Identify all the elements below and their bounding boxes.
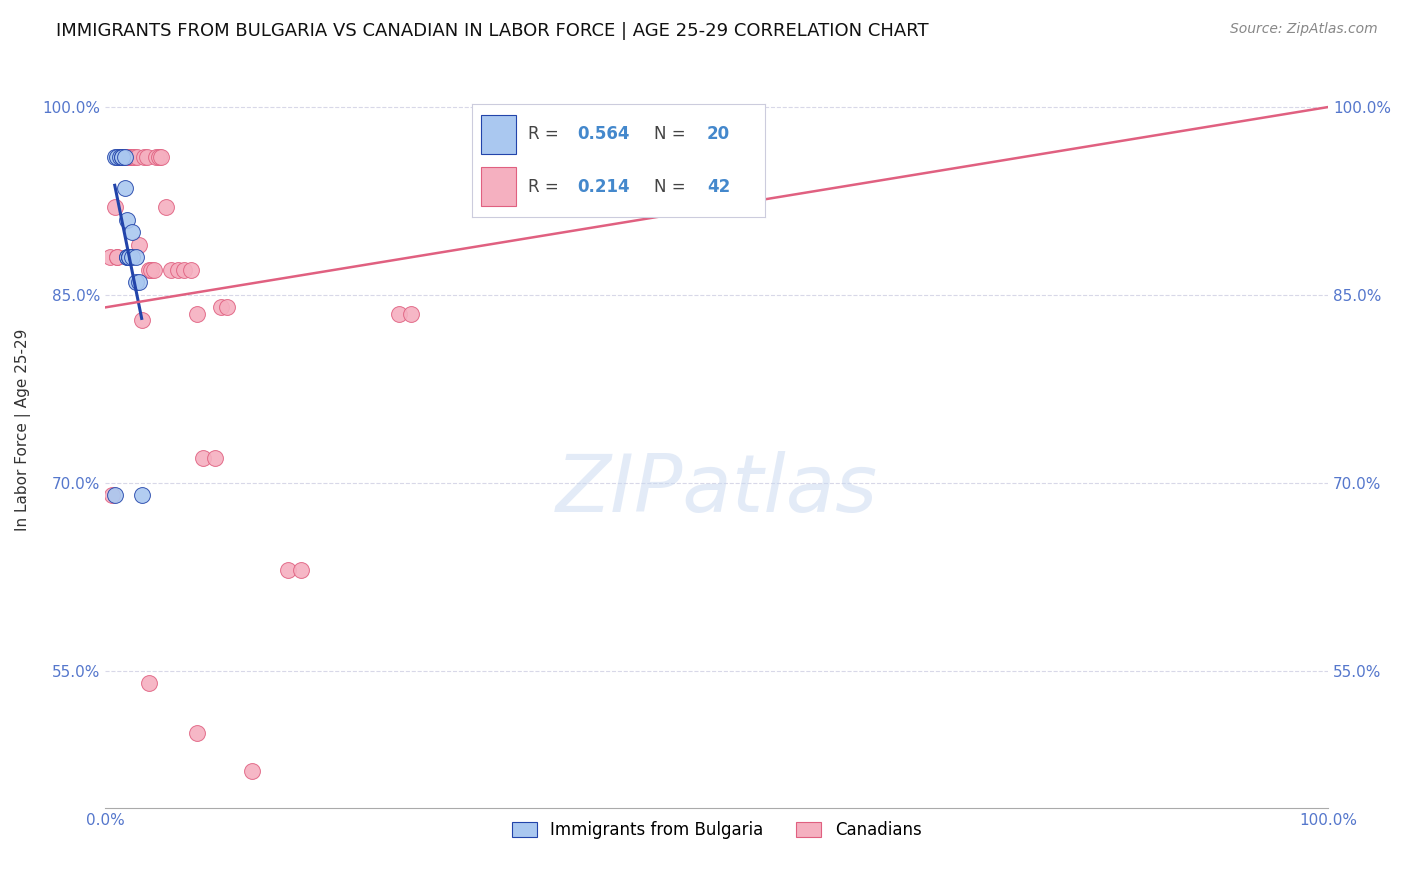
Point — [167, 263, 190, 277]
Point — [186, 307, 208, 321]
Point — [121, 225, 143, 239]
Point — [180, 263, 202, 277]
Point — [160, 263, 183, 277]
Point — [148, 150, 170, 164]
Point — [191, 450, 214, 465]
Point — [118, 150, 141, 164]
Point — [101, 488, 124, 502]
Point — [135, 150, 157, 164]
Point — [104, 200, 127, 214]
Point — [115, 251, 138, 265]
Point — [108, 150, 131, 164]
Point — [105, 251, 128, 265]
Point — [104, 488, 127, 502]
Point — [114, 181, 136, 195]
Text: IMMIGRANTS FROM BULGARIA VS CANADIAN IN LABOR FORCE | AGE 25-29 CORRELATION CHAR: IMMIGRANTS FROM BULGARIA VS CANADIAN IN … — [56, 22, 929, 40]
Point — [290, 564, 312, 578]
Point — [128, 237, 150, 252]
Point — [240, 764, 263, 778]
Point — [387, 307, 409, 321]
Legend: Immigrants from Bulgaria, Canadians: Immigrants from Bulgaria, Canadians — [505, 814, 928, 846]
Point — [115, 150, 138, 164]
Text: ZIPatlas: ZIPatlas — [555, 451, 877, 529]
Y-axis label: In Labor Force | Age 25-29: In Labor Force | Age 25-29 — [15, 328, 31, 531]
Point — [124, 251, 146, 265]
Point — [145, 150, 167, 164]
Point — [132, 150, 155, 164]
Point — [124, 150, 146, 164]
Point — [111, 150, 134, 164]
Point — [121, 251, 143, 265]
Point — [121, 150, 143, 164]
Point — [142, 263, 165, 277]
Point — [108, 150, 131, 164]
Point — [115, 251, 138, 265]
Point — [131, 313, 153, 327]
Point — [105, 150, 128, 164]
Point — [114, 150, 136, 164]
Point — [108, 150, 131, 164]
Point — [173, 263, 195, 277]
Point — [131, 488, 153, 502]
Point — [204, 450, 226, 465]
Point — [138, 676, 160, 690]
Point — [105, 251, 128, 265]
Point — [118, 150, 141, 164]
Point — [114, 150, 136, 164]
Point — [118, 251, 141, 265]
Point — [217, 301, 239, 315]
Point — [209, 301, 232, 315]
Point — [186, 726, 208, 740]
Point — [128, 276, 150, 290]
Point — [104, 150, 127, 164]
Point — [277, 564, 299, 578]
Point — [141, 263, 163, 277]
Point — [118, 251, 141, 265]
Point — [138, 263, 160, 277]
Point — [399, 307, 422, 321]
Point — [111, 150, 134, 164]
Point — [114, 150, 136, 164]
Point — [115, 212, 138, 227]
Text: Source: ZipAtlas.com: Source: ZipAtlas.com — [1230, 22, 1378, 37]
Point — [124, 276, 146, 290]
Point — [125, 150, 148, 164]
Point — [118, 251, 141, 265]
Point — [150, 150, 173, 164]
Point — [155, 200, 177, 214]
Point — [98, 251, 121, 265]
